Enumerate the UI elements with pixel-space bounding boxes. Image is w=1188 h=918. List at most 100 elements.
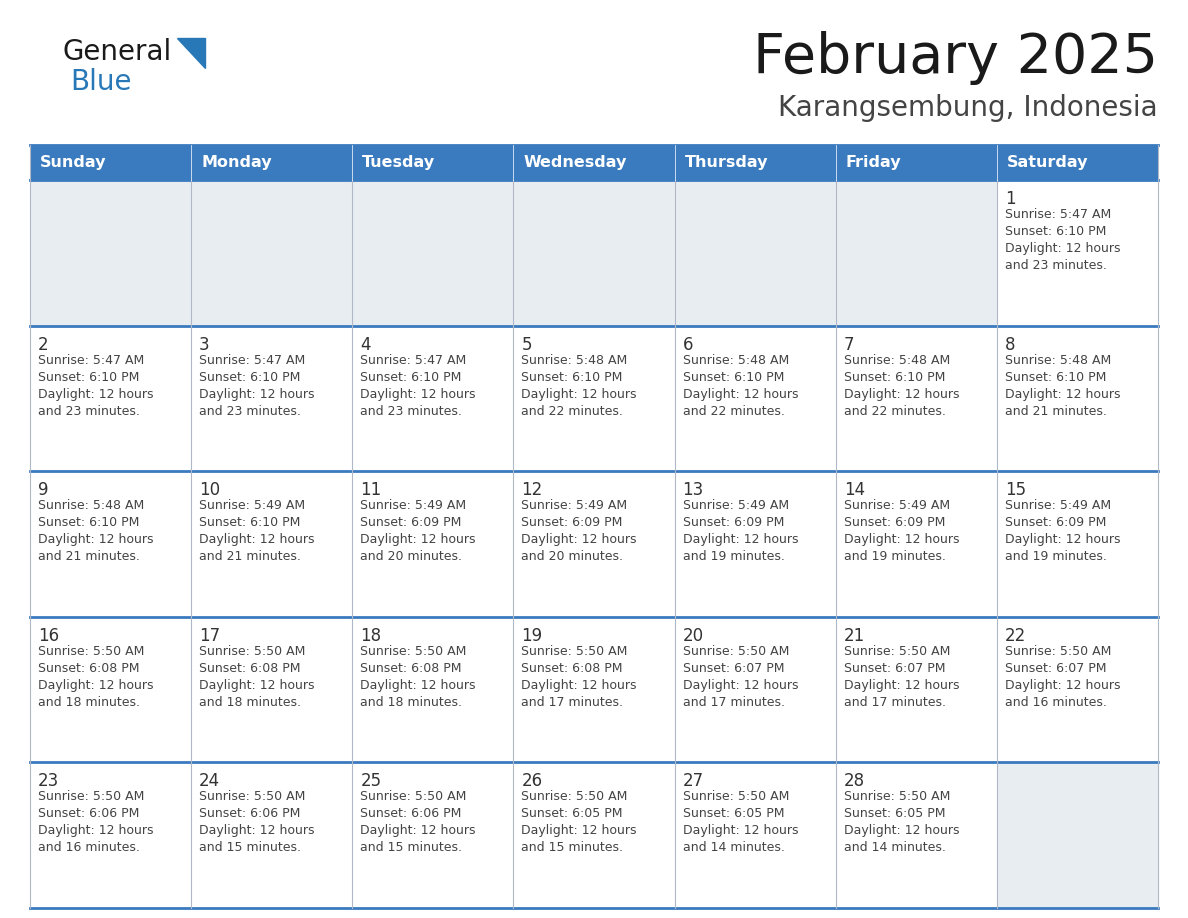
Bar	[353, 326, 513, 471]
Text: Sunset: 6:10 PM: Sunset: 6:10 PM	[38, 516, 139, 529]
Text: and 22 minutes.: and 22 minutes.	[683, 405, 784, 418]
Text: Sunrise: 5:50 AM: Sunrise: 5:50 AM	[200, 790, 305, 803]
Bar	[30, 145, 191, 180]
Text: and 16 minutes.: and 16 minutes.	[1005, 696, 1107, 709]
Bar	[997, 617, 1158, 763]
Text: 21: 21	[843, 627, 865, 644]
Text: Daylight: 12 hours: Daylight: 12 hours	[843, 533, 959, 546]
Text: and 21 minutes.: and 21 minutes.	[1005, 405, 1107, 418]
Text: Sunrise: 5:50 AM: Sunrise: 5:50 AM	[843, 790, 950, 803]
Text: Sunrise: 5:50 AM: Sunrise: 5:50 AM	[683, 790, 789, 803]
Text: and 16 minutes.: and 16 minutes.	[38, 842, 140, 855]
Text: 11: 11	[360, 481, 381, 499]
Text: 2: 2	[38, 336, 49, 353]
Text: and 19 minutes.: and 19 minutes.	[683, 550, 784, 564]
Text: and 17 minutes.: and 17 minutes.	[522, 696, 624, 709]
Text: Sunrise: 5:48 AM: Sunrise: 5:48 AM	[1005, 353, 1111, 366]
Text: Daylight: 12 hours: Daylight: 12 hours	[200, 824, 315, 837]
Text: and 21 minutes.: and 21 minutes.	[200, 550, 301, 564]
Bar	[675, 471, 835, 617]
Text: 10: 10	[200, 481, 220, 499]
Text: and 20 minutes.: and 20 minutes.	[360, 550, 462, 564]
Bar	[353, 617, 513, 763]
Text: Sunrise: 5:47 AM: Sunrise: 5:47 AM	[1005, 208, 1111, 221]
Text: Sunset: 6:05 PM: Sunset: 6:05 PM	[843, 808, 946, 821]
Text: Sunset: 6:06 PM: Sunset: 6:06 PM	[200, 808, 301, 821]
Text: 3: 3	[200, 336, 210, 353]
Text: Sunset: 6:07 PM: Sunset: 6:07 PM	[1005, 662, 1106, 675]
Text: Daylight: 12 hours: Daylight: 12 hours	[522, 824, 637, 837]
Text: Wednesday: Wednesday	[524, 155, 627, 170]
Polygon shape	[177, 38, 206, 68]
Text: Sunrise: 5:48 AM: Sunrise: 5:48 AM	[683, 353, 789, 366]
Text: Monday: Monday	[201, 155, 272, 170]
Text: and 23 minutes.: and 23 minutes.	[38, 405, 140, 418]
Text: Daylight: 12 hours: Daylight: 12 hours	[200, 387, 315, 400]
Bar	[191, 180, 353, 326]
Bar	[513, 471, 675, 617]
Text: Sunset: 6:09 PM: Sunset: 6:09 PM	[683, 516, 784, 529]
Bar	[191, 471, 353, 617]
Bar	[675, 763, 835, 908]
Text: 19: 19	[522, 627, 543, 644]
Text: Sunrise: 5:49 AM: Sunrise: 5:49 AM	[843, 499, 950, 512]
Text: Blue: Blue	[70, 68, 132, 96]
Text: and 15 minutes.: and 15 minutes.	[360, 842, 462, 855]
Bar	[835, 180, 997, 326]
Text: Sunset: 6:10 PM: Sunset: 6:10 PM	[200, 516, 301, 529]
Text: Sunset: 6:05 PM: Sunset: 6:05 PM	[522, 808, 623, 821]
Text: Sunrise: 5:50 AM: Sunrise: 5:50 AM	[360, 790, 467, 803]
Text: Tuesday: Tuesday	[362, 155, 436, 170]
Bar	[513, 763, 675, 908]
Text: Sunrise: 5:49 AM: Sunrise: 5:49 AM	[360, 499, 467, 512]
Text: Sunset: 6:10 PM: Sunset: 6:10 PM	[1005, 371, 1106, 384]
Text: Daylight: 12 hours: Daylight: 12 hours	[1005, 533, 1120, 546]
Bar	[835, 763, 997, 908]
Text: Daylight: 12 hours: Daylight: 12 hours	[360, 678, 475, 692]
Bar	[997, 145, 1158, 180]
Text: Sunrise: 5:50 AM: Sunrise: 5:50 AM	[38, 644, 145, 658]
Text: Sunset: 6:09 PM: Sunset: 6:09 PM	[843, 516, 946, 529]
Text: and 23 minutes.: and 23 minutes.	[1005, 259, 1107, 272]
Text: Daylight: 12 hours: Daylight: 12 hours	[522, 387, 637, 400]
Text: 28: 28	[843, 772, 865, 790]
Text: General: General	[62, 38, 171, 66]
Bar	[191, 145, 353, 180]
Text: Sunrise: 5:50 AM: Sunrise: 5:50 AM	[683, 644, 789, 658]
Bar	[835, 326, 997, 471]
Text: 1: 1	[1005, 190, 1016, 208]
Text: Daylight: 12 hours: Daylight: 12 hours	[1005, 242, 1120, 255]
Text: Saturday: Saturday	[1007, 155, 1088, 170]
Text: 12: 12	[522, 481, 543, 499]
Text: Sunset: 6:05 PM: Sunset: 6:05 PM	[683, 808, 784, 821]
Text: Sunrise: 5:49 AM: Sunrise: 5:49 AM	[1005, 499, 1111, 512]
Text: Sunrise: 5:47 AM: Sunrise: 5:47 AM	[200, 353, 305, 366]
Bar	[835, 471, 997, 617]
Text: Daylight: 12 hours: Daylight: 12 hours	[1005, 678, 1120, 692]
Text: Sunset: 6:06 PM: Sunset: 6:06 PM	[38, 808, 139, 821]
Text: and 22 minutes.: and 22 minutes.	[843, 405, 946, 418]
Text: Daylight: 12 hours: Daylight: 12 hours	[1005, 387, 1120, 400]
Text: Sunrise: 5:50 AM: Sunrise: 5:50 AM	[1005, 644, 1111, 658]
Text: Daylight: 12 hours: Daylight: 12 hours	[683, 533, 798, 546]
Bar	[30, 326, 191, 471]
Text: 8: 8	[1005, 336, 1016, 353]
Text: Daylight: 12 hours: Daylight: 12 hours	[843, 678, 959, 692]
Text: Daylight: 12 hours: Daylight: 12 hours	[360, 824, 475, 837]
Text: Sunset: 6:08 PM: Sunset: 6:08 PM	[522, 662, 623, 675]
Text: Sunrise: 5:48 AM: Sunrise: 5:48 AM	[522, 353, 627, 366]
Text: Daylight: 12 hours: Daylight: 12 hours	[38, 533, 153, 546]
Text: Thursday: Thursday	[684, 155, 769, 170]
Bar	[191, 763, 353, 908]
Text: and 22 minutes.: and 22 minutes.	[522, 405, 624, 418]
Text: Sunset: 6:07 PM: Sunset: 6:07 PM	[843, 662, 946, 675]
Text: and 14 minutes.: and 14 minutes.	[843, 842, 946, 855]
Text: and 21 minutes.: and 21 minutes.	[38, 550, 140, 564]
Bar	[835, 145, 997, 180]
Text: Daylight: 12 hours: Daylight: 12 hours	[683, 678, 798, 692]
Text: 26: 26	[522, 772, 543, 790]
Bar	[513, 326, 675, 471]
Text: Sunset: 6:08 PM: Sunset: 6:08 PM	[200, 662, 301, 675]
Text: Sunset: 6:10 PM: Sunset: 6:10 PM	[38, 371, 139, 384]
Text: and 15 minutes.: and 15 minutes.	[522, 842, 624, 855]
